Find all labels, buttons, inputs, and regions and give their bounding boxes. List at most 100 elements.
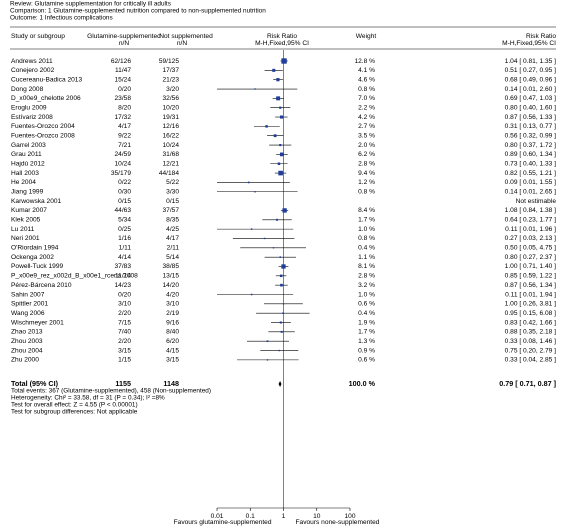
group1-events: 1/16 <box>118 235 131 242</box>
weight: 2.8 % <box>358 273 375 280</box>
favours-left: Favours glutamine-supplemented <box>174 519 272 526</box>
group1-events: 7/21 <box>118 142 131 149</box>
weight: 3.2 % <box>358 282 375 289</box>
weight: 1.2 % <box>358 179 375 186</box>
ratio-label: 0.51 [ 0.27, 0.95 ] <box>505 67 556 74</box>
group2-events: 12/16 <box>162 123 179 130</box>
point-estimate <box>254 191 256 193</box>
ratio-label: 0.11 [ 0.01, 1.94 ] <box>505 291 556 298</box>
group2-events: 10/24 <box>162 142 179 149</box>
group1-events: 2/20 <box>118 338 131 345</box>
point-estimate <box>279 106 282 109</box>
study-name: Estívariz 2008 <box>11 114 53 121</box>
point-estimate <box>281 58 287 64</box>
weight: 4.2 % <box>358 114 375 121</box>
point-estimate <box>282 303 285 305</box>
study-name: Dong 2008 <box>11 86 44 93</box>
point-estimate <box>263 237 266 240</box>
comparison: Comparison: 1 Glutamine-supplemented nut… <box>10 8 266 15</box>
group1-events: 0/15 <box>118 198 131 205</box>
col-method: M-H,Fixed,95% CI <box>502 40 556 47</box>
weight: 1.1 % <box>358 254 375 261</box>
study-name: Zhou 2004 <box>11 347 43 354</box>
point-estimate <box>266 359 269 361</box>
x-tick-label: 100 <box>344 513 355 520</box>
ratio-label: 0.95 [ 0.15, 6.08 ] <box>505 310 556 317</box>
group1-events: 3/15 <box>118 347 131 354</box>
ratio-label: 0.75 [ 0.20, 2.79 ] <box>505 347 556 354</box>
ratio-label: 0.31 [ 0.13, 0.77 ] <box>505 123 556 130</box>
group1-events: 0/20 <box>118 291 131 298</box>
group1-events: 3/10 <box>118 301 131 308</box>
study-name: Total (95% CI) <box>11 379 59 388</box>
study-name: O'Riordain 1994 <box>11 245 59 252</box>
col-group1: Glutamine-supplemented <box>87 33 161 40</box>
point-estimate <box>272 247 275 249</box>
study-name: Klek 2005 <box>11 217 41 224</box>
group1-events: 2/20 <box>118 310 131 317</box>
col-weight: Weight <box>356 33 377 40</box>
group1-events: 11/14 <box>115 273 131 280</box>
weight: 1.7 % <box>358 329 375 336</box>
point-estimate <box>279 115 284 119</box>
group2-events: 2/11 <box>167 245 180 252</box>
footnote: Test for subgroup differences: Not appli… <box>11 409 138 416</box>
outcome: Outcome: 1 Infectious complications <box>10 15 113 22</box>
weight: 4.1 % <box>358 67 375 74</box>
group2-events: 44/184 <box>159 170 180 177</box>
x-tick-label: 10 <box>313 513 321 520</box>
group1-events: 5/34 <box>118 217 131 224</box>
ratio-label: 0.80 [ 0.27, 2.37 ] <box>505 254 556 261</box>
point-estimate <box>277 162 281 165</box>
group1-events: 15/24 <box>114 76 131 83</box>
study-name: Garrel 2003 <box>11 142 46 149</box>
col-ratio: Risk Ratio <box>526 33 556 40</box>
ratio-label: 1.00 [ 0.26, 3.81 ] <box>505 301 556 308</box>
group1-events: 62/126 <box>111 58 132 65</box>
group1-events: 17/32 <box>114 114 131 121</box>
point-estimate <box>247 181 250 184</box>
group2-events: 14/20 <box>162 282 179 289</box>
group2-events: 16/22 <box>162 132 179 139</box>
group1-events: 1/15 <box>118 357 131 364</box>
review-title: Review: Glutamine supplementation for cr… <box>10 1 171 8</box>
group2-events: 31/68 <box>162 151 179 158</box>
study-name: Ockenga 2002 <box>11 254 54 261</box>
weight: 100.0 % <box>349 379 376 388</box>
study-name: Wang 2006 <box>11 310 45 317</box>
weight: 2.0 % <box>358 142 375 149</box>
footnote: Heterogeneity: Chi² = 33.58, df = 31 (P … <box>11 395 165 402</box>
study-name: Conejero 2002 <box>11 67 55 74</box>
study-name: Fuentes-Orozco 2004 <box>11 123 75 130</box>
ratio-label: 0.33 [ 0.08, 1.46 ] <box>505 338 556 345</box>
x-tick-label: 0.1 <box>246 513 255 520</box>
weight: 0.9 % <box>358 347 375 354</box>
study-name: Kumar 2007 <box>11 207 47 214</box>
point-estimate <box>279 143 282 147</box>
point-estimate <box>282 312 284 314</box>
point-estimate <box>280 330 283 333</box>
point-estimate <box>279 256 282 258</box>
weight: 4.6 % <box>358 76 375 83</box>
group2-events: 12/21 <box>162 160 179 167</box>
study-name: Jiang 1999 <box>11 189 44 196</box>
ratio-label: 1.04 [ 0.81, 1.35 ] <box>505 58 556 65</box>
study-name: Wischmeyer 2001 <box>11 319 64 326</box>
ratio-label: 0.80 [ 0.40, 1.60 ] <box>505 104 556 111</box>
study-name: Andrews 2011 <box>11 58 53 65</box>
ratio-label: 0.64 [ 0.23, 1.77 ] <box>505 217 556 224</box>
weight: 0.4 % <box>358 310 375 317</box>
group1-events: 37/83 <box>114 263 131 270</box>
group2-events: 6/20 <box>166 338 179 345</box>
group1-events: 10/24 <box>114 160 131 167</box>
study-name: Zhou 2003 <box>11 338 43 345</box>
col-nn: n/N <box>177 40 187 47</box>
group1-events: 23/58 <box>114 95 131 102</box>
footnote: Total events: 367 (Glutamine-supplemente… <box>11 388 211 395</box>
weight: 2.8 % <box>358 160 375 167</box>
point-estimate <box>250 228 253 230</box>
favours-right: Favours none-supplemented <box>296 519 380 526</box>
ratio-label: 0.87 [ 0.56, 1.34 ] <box>505 282 556 289</box>
study-name: Zhu 2000 <box>11 357 39 364</box>
x-tick-label: 1 <box>282 513 286 520</box>
